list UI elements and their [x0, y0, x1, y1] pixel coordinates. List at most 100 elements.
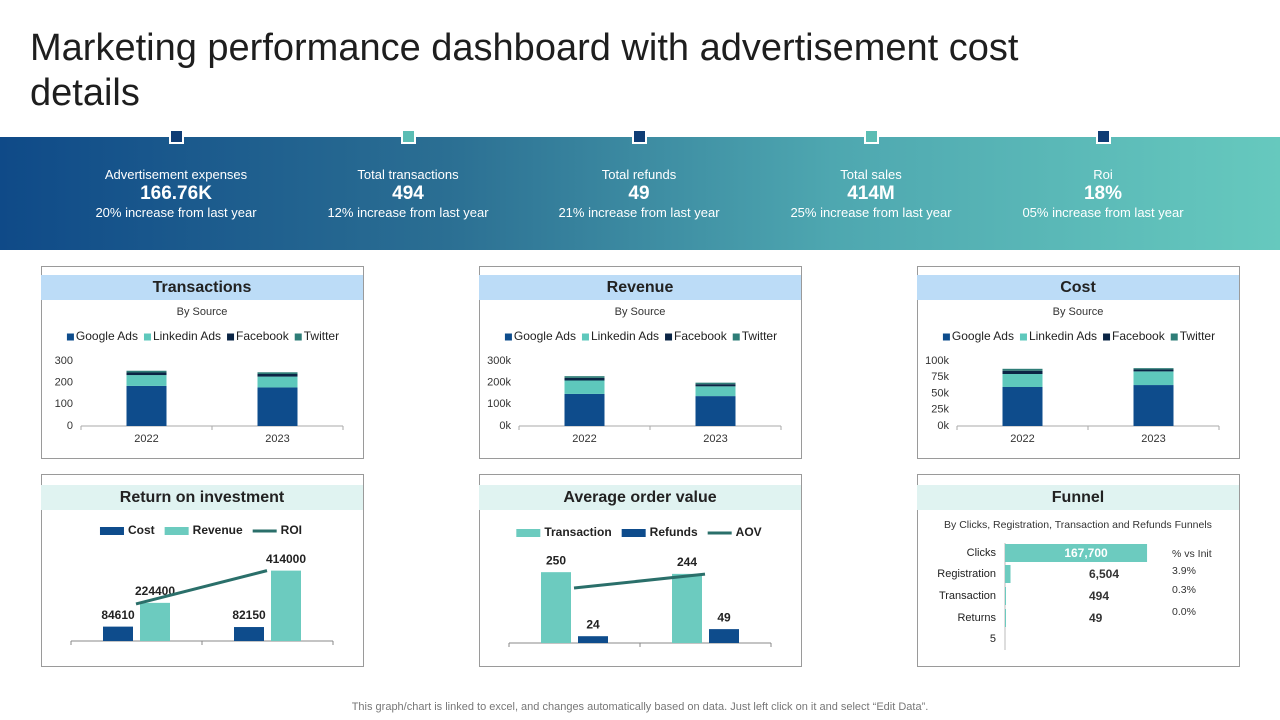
- bar: [1005, 609, 1006, 627]
- legend-label: Cost: [128, 523, 155, 537]
- chart-title: Average order value: [563, 489, 716, 506]
- y-tick-label: 200k: [487, 377, 511, 389]
- bar-segment: [126, 385, 167, 426]
- kpi-marker: [169, 129, 184, 144]
- kpi-note: 25% increase from last year: [790, 205, 952, 220]
- legend-swatch: [665, 333, 673, 341]
- y-tick-label: 0: [67, 420, 73, 432]
- legend-label: Google Ads: [952, 329, 1014, 343]
- y-tick-label: 25k: [931, 404, 949, 416]
- legend-swatch: [1170, 333, 1178, 341]
- bar-segment: [1002, 374, 1043, 387]
- line-series: [573, 572, 706, 590]
- bar-segment: [1002, 387, 1043, 426]
- kpi-label: Roi: [1093, 167, 1113, 182]
- bar: [140, 602, 170, 641]
- data-label: 224400: [135, 584, 175, 598]
- bar: [1005, 544, 1148, 562]
- bar: [1005, 565, 1011, 583]
- legend-label: Facebook: [674, 329, 728, 343]
- bar: [234, 627, 264, 641]
- chart-subtitle: By Source: [1053, 306, 1104, 318]
- x-tick-label: 2023: [265, 433, 289, 445]
- kpi-marker: [1096, 129, 1111, 144]
- bar: [672, 573, 702, 643]
- bar-segment: [1133, 369, 1174, 372]
- legend-swatch: [227, 333, 235, 341]
- data-label: 6,504: [1089, 567, 1119, 581]
- bar-segment: [1133, 385, 1174, 426]
- chart-title: Funnel: [1052, 489, 1104, 506]
- bar: [578, 636, 608, 643]
- data-label: 49: [1089, 611, 1103, 625]
- data-label: 244: [677, 555, 697, 569]
- kpi-card: Total sales 414M 25% increase from last ye…: [756, 167, 986, 221]
- bar: [1005, 587, 1006, 605]
- legend-label: Refunds: [650, 525, 698, 539]
- x-tick-label: 2022: [572, 433, 596, 445]
- legend-label: Linkedin Ads: [1029, 329, 1097, 343]
- footer-note: This graph/chart is linked to excel, and…: [351, 701, 929, 713]
- kpi-note: 05% increase from last year: [1022, 205, 1184, 220]
- bar-segment: [564, 377, 605, 381]
- panel-header: [917, 275, 1239, 300]
- chart-title: Return on investment: [120, 489, 285, 506]
- bar-segment: [695, 396, 736, 426]
- bar-segment: [695, 386, 736, 397]
- kpi-value: 49: [628, 183, 650, 204]
- legend-swatch: [516, 529, 541, 537]
- kpi-value: 494: [392, 183, 424, 204]
- chart-title: Revenue: [607, 279, 674, 296]
- data-label: 84610: [101, 608, 135, 622]
- pct-label: 0.3%: [1172, 584, 1196, 596]
- y-tick-label: 100: [55, 398, 73, 410]
- pct-label: 3.9%: [1172, 565, 1196, 577]
- bar-segment: [564, 380, 605, 394]
- chart-subtitle: By Source: [177, 306, 228, 318]
- bar-segment: [564, 376, 605, 378]
- legend-label: Google Ads: [514, 329, 576, 343]
- kpi-marker: [632, 129, 647, 144]
- legend-label: AOV: [736, 525, 762, 539]
- legend-label: Google Ads: [76, 329, 138, 343]
- kpi-label: Advertisement expenses: [104, 167, 248, 182]
- legend-swatch: [99, 527, 124, 535]
- bar-segment: [564, 393, 605, 426]
- kpi-label: Total refunds: [601, 167, 677, 182]
- pct-header: % vs Init: [1172, 548, 1212, 560]
- kpi-value: 18%: [1083, 183, 1123, 204]
- legend-label: Facebook: [1112, 329, 1166, 343]
- kpi-value: 166.76K: [140, 183, 212, 204]
- bar: [709, 629, 739, 643]
- bar-segment: [695, 384, 736, 387]
- kpi-value: 414M: [847, 183, 895, 204]
- y-tick-label: 75k: [931, 371, 949, 383]
- chart-title: Transactions: [153, 279, 252, 296]
- panel-header: [479, 275, 801, 300]
- y-tick-label: 300k: [487, 355, 511, 367]
- page-title: Marketing performance dashboard with adv…: [30, 27, 1019, 114]
- kpi-card: Roi 18% 05% increase from last year: [988, 167, 1218, 221]
- chart-panel: Cost By Source Google Ads Linkedin Ads Faceb…: [917, 266, 1240, 459]
- x-tick-label: 2022: [134, 433, 158, 445]
- legend-label: Linkedin Ads: [153, 329, 221, 343]
- chart-panel: Return on investment Cost Revenue ROI 84610 8…: [41, 474, 364, 667]
- chart-subtitle: By Clicks, Registration, Transaction and…: [944, 519, 1212, 531]
- kpi-card: Total transactions 494 12% increase from l…: [293, 167, 523, 221]
- kpi-marker: [401, 129, 416, 144]
- legend-swatch: [1103, 333, 1111, 341]
- legend: Google Ads Linkedin Ads Facebook Twitter: [66, 329, 339, 343]
- category-label: Returns: [957, 612, 996, 624]
- category-label: 5: [990, 633, 996, 645]
- x-tick-label: 2023: [703, 433, 727, 445]
- legend: Google Ads Linkedin Ads Facebook Twitter: [504, 329, 777, 343]
- y-tick-label: 50k: [931, 387, 949, 399]
- legend-swatch: [732, 333, 740, 341]
- panel-header: [41, 485, 363, 510]
- panel-header: [41, 275, 363, 300]
- y-tick-label: 100k: [487, 398, 511, 410]
- bar-segment: [126, 375, 167, 386]
- legend-label: Linkedin Ads: [591, 329, 659, 343]
- chart-title: Cost: [1060, 279, 1096, 296]
